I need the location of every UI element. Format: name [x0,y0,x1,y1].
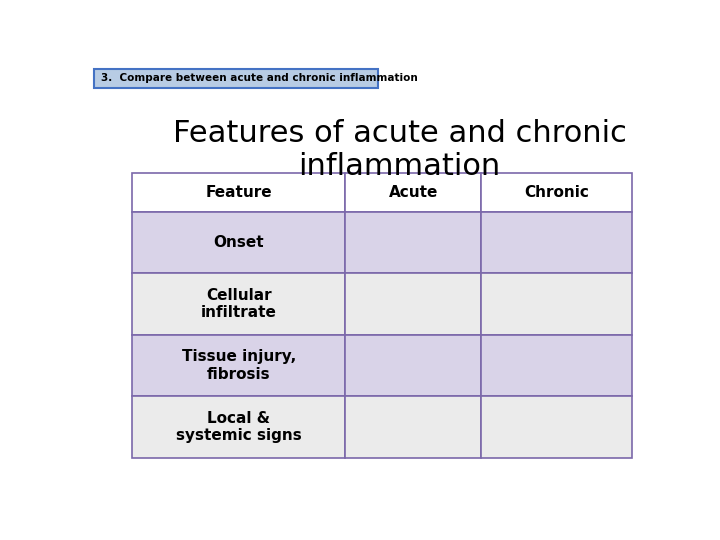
Text: Onset: Onset [214,235,264,250]
Bar [132,212,346,273]
Bar [132,335,346,396]
Bar [132,396,346,458]
Bar [346,273,482,335]
Text: Chronic: Chronic [524,185,589,200]
Bar [482,335,632,396]
Bar [132,273,346,335]
Text: Feature: Feature [206,185,272,200]
Text: Cellular
infiltrate: Cellular infiltrate [201,288,276,320]
Bar [346,173,482,212]
Text: Local &
systemic signs: Local & systemic signs [176,411,302,443]
Bar [482,212,632,273]
Bar [482,173,632,212]
FancyBboxPatch shape [94,69,379,88]
Text: Tissue injury,
fibrosis: Tissue injury, fibrosis [181,349,296,382]
Bar [346,396,482,458]
Bar [132,173,346,212]
Text: Acute: Acute [389,185,438,200]
Text: 3.  Compare between acute and chronic inflammation: 3. Compare between acute and chronic inf… [101,73,418,83]
Bar [346,212,482,273]
Bar [482,396,632,458]
Bar [482,273,632,335]
Bar [346,335,482,396]
Text: Features of acute and chronic
inflammation: Features of acute and chronic inflammati… [173,119,626,181]
